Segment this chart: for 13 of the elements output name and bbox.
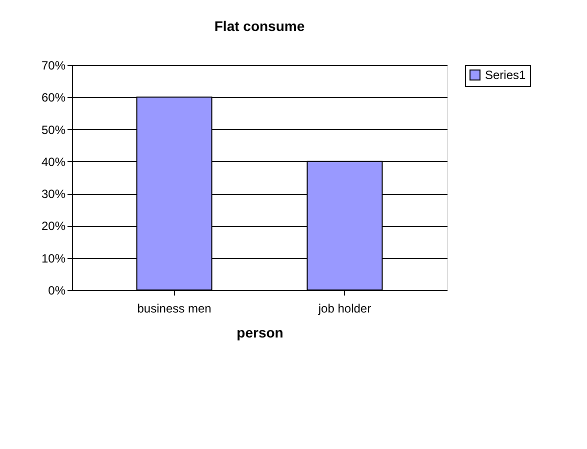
chart-title: Flat consume (214, 18, 305, 34)
y-tick-label: 30% (41, 187, 66, 202)
y-tick-label: 20% (41, 219, 66, 234)
y-tick-label: 10% (41, 251, 66, 266)
y-tick-label: 0% (48, 284, 66, 298)
y-tick-label: 40% (41, 154, 66, 169)
legend-label: Series1 (485, 68, 526, 82)
y-tick-label: 60% (41, 90, 66, 105)
y-tick-label: 70% (41, 58, 66, 72)
x-axis-title: person (236, 324, 284, 340)
y-tick-label: 50% (41, 122, 66, 137)
x-tick-label: job holder (317, 302, 372, 316)
x-tick-label: business men (137, 302, 212, 316)
